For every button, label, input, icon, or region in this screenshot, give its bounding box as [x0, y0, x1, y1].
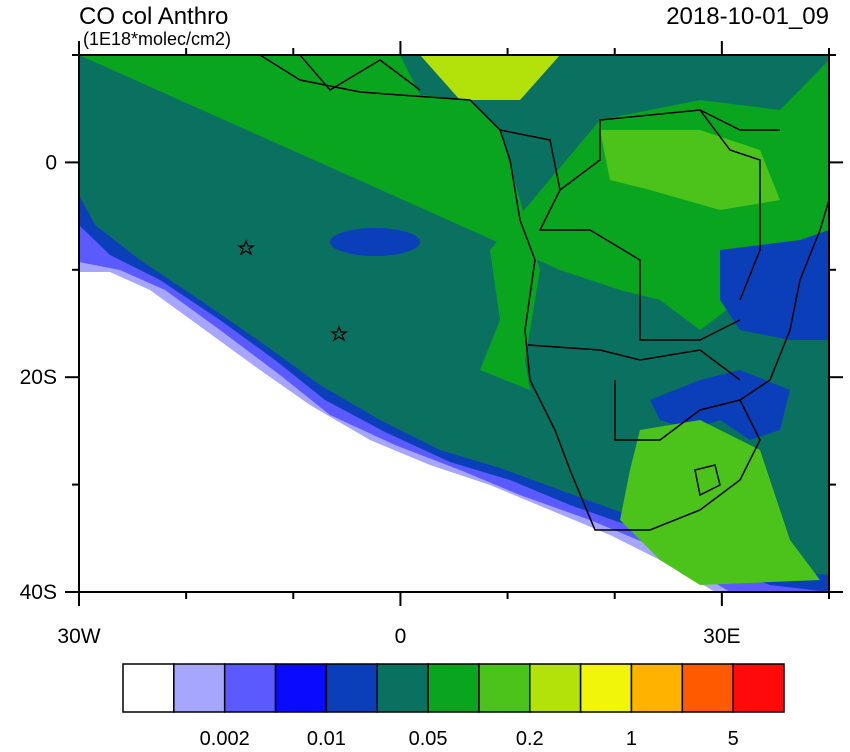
border [559, 109, 780, 191]
colorbar-label: 0.05 [409, 728, 448, 747]
colorbar-swatch [579, 663, 633, 713]
colorbar-label: 0.01 [307, 728, 346, 747]
border [299, 55, 421, 91]
borders [259, 55, 829, 531]
colorbar-label: 5 [728, 728, 739, 747]
lon-tick-label: 30W [57, 625, 100, 648]
colorbar-swatch [223, 663, 277, 713]
border [499, 129, 741, 341]
map-frame [78, 54, 830, 593]
border [699, 109, 761, 301]
title: CO col Anthro [79, 3, 228, 30]
colorbar-swatch [122, 663, 175, 713]
field [79, 55, 829, 592]
station-marker [237, 239, 255, 256]
border [694, 464, 721, 497]
coastline [259, 55, 829, 531]
border [527, 344, 741, 381]
colorbar-label: 0.002 [200, 728, 250, 747]
date: 2018-10-01_09 [666, 3, 829, 30]
colorbar-swatch [376, 663, 429, 713]
colorbar-swatch [630, 663, 684, 713]
colorbar-swatch [681, 663, 734, 713]
border [614, 380, 741, 441]
lat-tick-label: 20S [20, 366, 57, 389]
colorbar-swatch [427, 663, 480, 713]
colorbar-swatch [732, 663, 785, 713]
colorbar-swatch [478, 663, 531, 713]
lat-tick-label: 40S [20, 581, 57, 604]
colorbar-label: 1 [626, 728, 637, 747]
colorbar-swatch [325, 663, 378, 713]
lon-tick-label: 0 [395, 625, 407, 648]
lon-tick-label: 30E [703, 625, 740, 648]
lat-tick-label: 0 [45, 151, 57, 174]
colorbar-label: 0.2 [516, 728, 544, 747]
colorbar-swatch [529, 663, 582, 713]
units: (1E18*molec/cm2) [83, 29, 231, 49]
colorbar-swatch [173, 663, 226, 713]
station-marker [330, 325, 348, 342]
colorbar-swatch [274, 663, 328, 713]
